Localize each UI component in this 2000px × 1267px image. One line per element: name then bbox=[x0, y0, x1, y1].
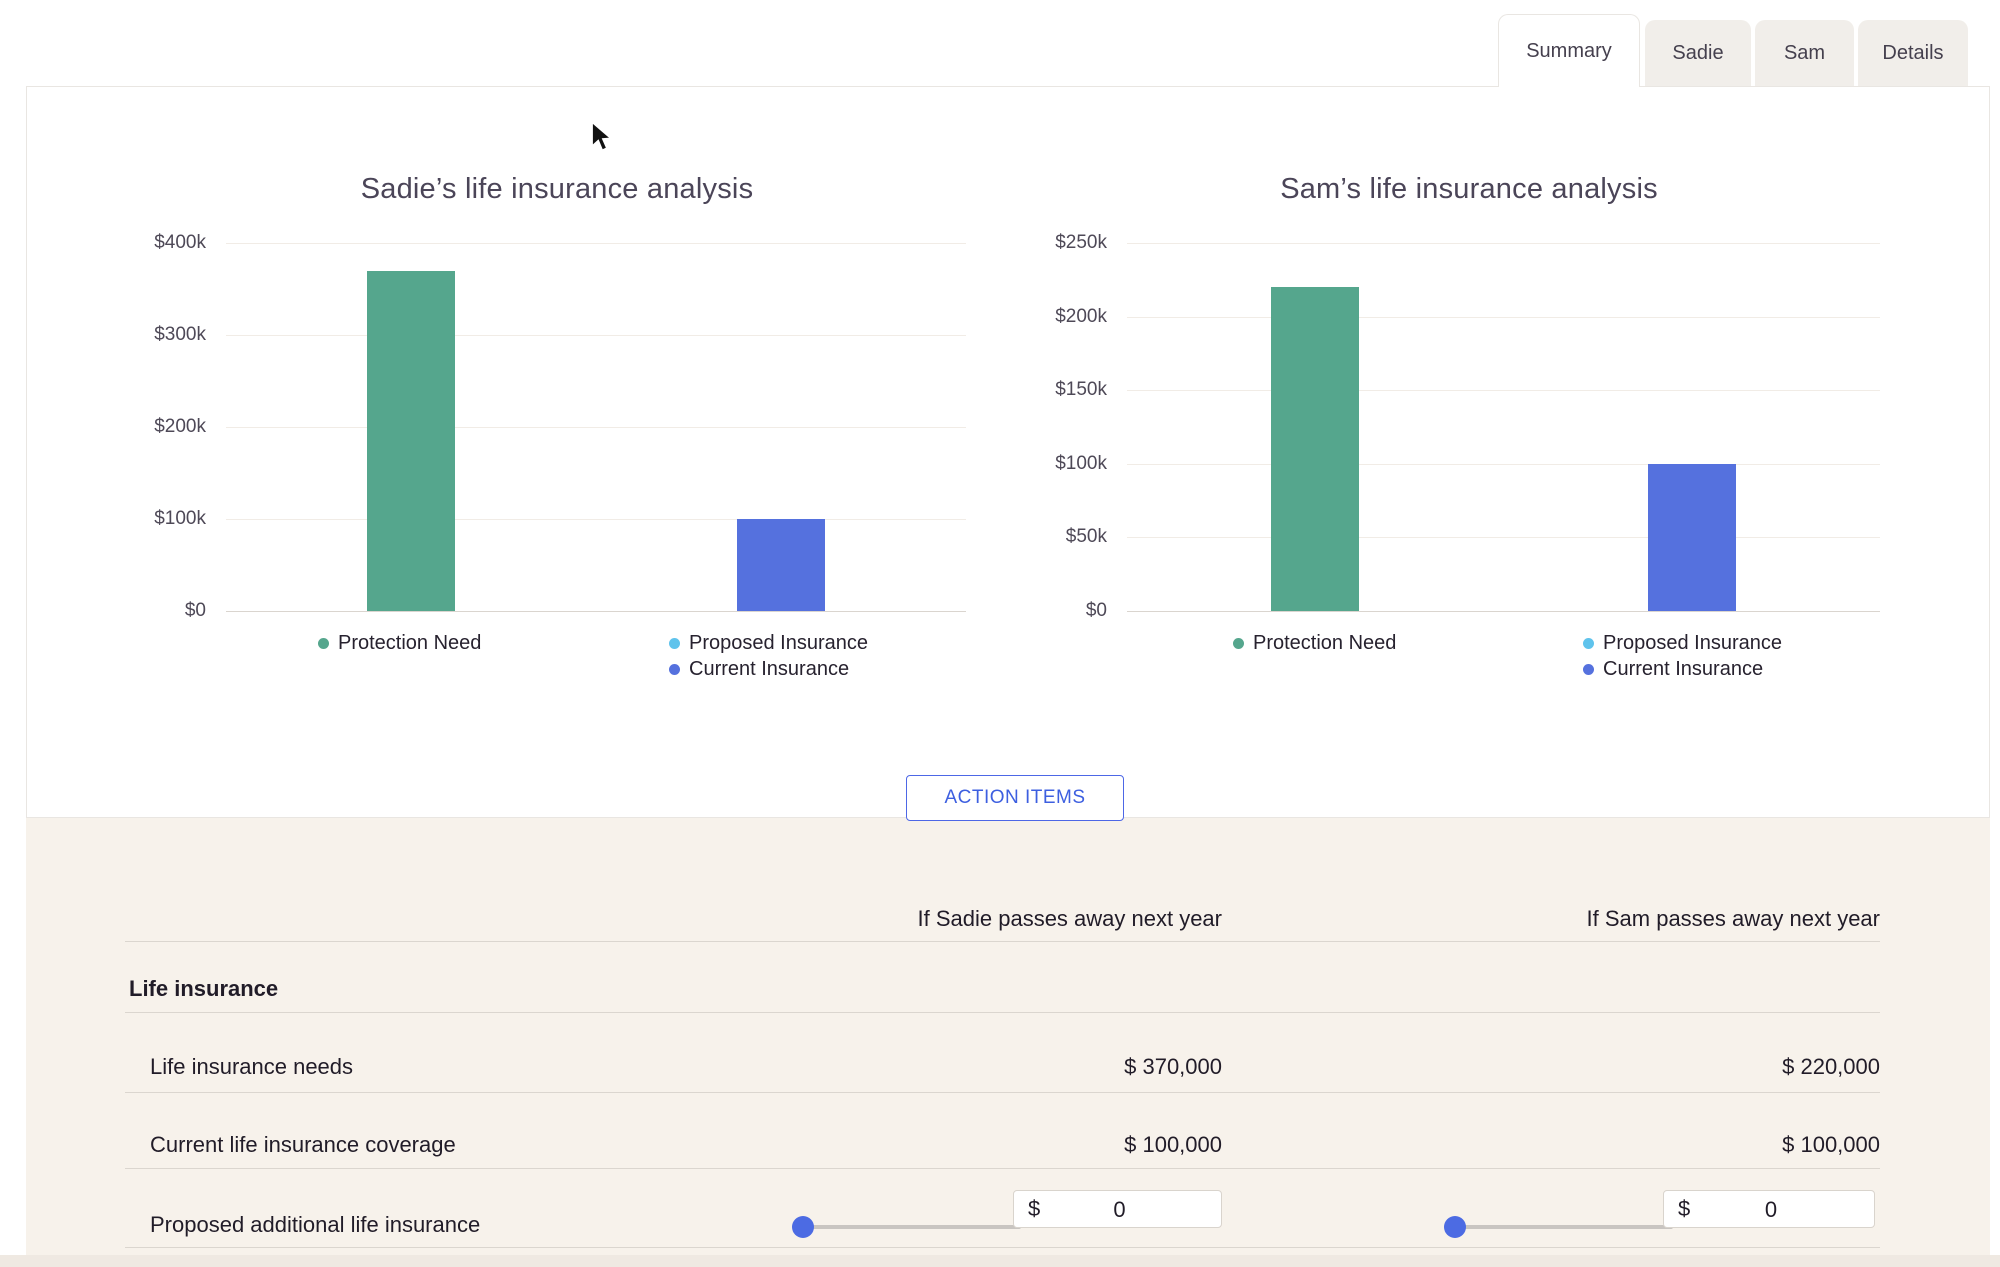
divider bbox=[125, 941, 1880, 942]
charts-card: ACTION ITEMS Sadie’s life insurance anal… bbox=[26, 86, 1990, 821]
legend-dot bbox=[669, 637, 680, 649]
divider bbox=[125, 1168, 1880, 1169]
gridline bbox=[1127, 537, 1880, 538]
gridline bbox=[226, 427, 966, 428]
sam-chart-bar-current-insurance[interactable] bbox=[1648, 464, 1736, 611]
row-label-current-coverage: Current life insurance coverage bbox=[150, 1132, 456, 1157]
tab-details-label: Details bbox=[1882, 41, 1944, 64]
row-label-proposed-additional: Proposed additional life insurance bbox=[150, 1212, 481, 1237]
y-tick-label: $150k bbox=[1055, 379, 1107, 400]
legend-label: Current Insurance bbox=[1603, 657, 1764, 680]
legend-item-current-insurance[interactable]: Current Insurance bbox=[1583, 657, 1763, 681]
summary-table-panel: If Sadie passes away next year If Sam pa… bbox=[26, 818, 1990, 1255]
legend-item-proposed-insurance[interactable]: Proposed Insurance bbox=[1583, 631, 1782, 655]
legend-item-protection-need[interactable]: Protection Need bbox=[318, 631, 481, 655]
slider-thumb[interactable] bbox=[1444, 1216, 1466, 1238]
sam-proposed-insurance-field: $ bbox=[1663, 1190, 1878, 1229]
gridline bbox=[1127, 317, 1880, 318]
tab-summary[interactable]: Summary bbox=[1498, 14, 1640, 87]
tab-summary-label: Summary bbox=[1526, 39, 1612, 62]
legend-label: Protection Need bbox=[338, 631, 482, 654]
sam-proposed-insurance-slider[interactable] bbox=[1444, 1216, 1673, 1238]
tab-sam-label: Sam bbox=[1783, 41, 1826, 64]
y-tick-label: $200k bbox=[1055, 306, 1107, 327]
legend-label: Proposed Insurance bbox=[689, 631, 869, 654]
column-header-sam: If Sam passes away next year bbox=[1586, 906, 1880, 931]
legend-dot bbox=[1583, 637, 1594, 649]
divider bbox=[125, 1092, 1880, 1093]
tab-details[interactable]: Details bbox=[1858, 20, 1968, 86]
next-section-edge bbox=[0, 1255, 2000, 1267]
slider-track[interactable] bbox=[792, 1225, 1021, 1229]
sadie-chart-title: Sadie’s life insurance analysis bbox=[360, 173, 754, 205]
cell-sam-needs: $ 220,000 bbox=[1782, 1054, 1880, 1079]
divider bbox=[125, 1012, 1880, 1013]
y-tick-label: $250k bbox=[1055, 232, 1107, 253]
row-label-life-insurance-needs: Life insurance needs bbox=[150, 1054, 354, 1079]
legend-item-current-insurance[interactable]: Current Insurance bbox=[669, 657, 849, 681]
legend-dot bbox=[1233, 637, 1244, 649]
sadie-chart-bar-current-insurance[interactable] bbox=[737, 519, 825, 611]
y-tick-label: $200k bbox=[154, 416, 206, 437]
slider-thumb[interactable] bbox=[792, 1216, 814, 1238]
legend-item-proposed-insurance[interactable]: Proposed Insurance bbox=[669, 631, 868, 655]
y-tick-label: $0 bbox=[1085, 600, 1107, 621]
column-header-sadie: If Sadie passes away next year bbox=[917, 906, 1223, 931]
sadie-proposed-insurance-slider[interactable] bbox=[792, 1216, 1021, 1238]
y-tick-label: $50k bbox=[1065, 526, 1107, 547]
legend-dot bbox=[318, 637, 329, 649]
section-header-life-insurance: Life insurance bbox=[129, 976, 279, 1001]
legend-item-protection-need[interactable]: Protection Need bbox=[1233, 631, 1396, 655]
slider-track[interactable] bbox=[1444, 1225, 1673, 1229]
legend-label: Current Insurance bbox=[689, 657, 850, 680]
action-items-button[interactable]: ACTION ITEMS bbox=[906, 775, 1124, 821]
y-tick-label: $300k bbox=[154, 324, 206, 345]
sam-proposed-insurance-input[interactable] bbox=[1664, 1191, 1878, 1229]
sadie-proposed-insurance-input[interactable] bbox=[1014, 1191, 1225, 1229]
legend-label: Proposed Insurance bbox=[1603, 631, 1783, 654]
y-tick-label: $100k bbox=[1055, 453, 1107, 474]
tab-sam[interactable]: Sam bbox=[1755, 20, 1854, 86]
y-tick-label: $100k bbox=[154, 508, 206, 529]
gridline bbox=[1127, 390, 1880, 391]
cell-sadie-coverage: $ 100,000 bbox=[1124, 1132, 1222, 1157]
y-tick-label: $400k bbox=[154, 232, 206, 253]
gridline bbox=[1127, 464, 1880, 465]
sadie-proposed-insurance-field: $ bbox=[1013, 1190, 1225, 1229]
cell-sadie-needs: $ 370,000 bbox=[1124, 1054, 1222, 1079]
gridline bbox=[226, 519, 966, 520]
gridline bbox=[226, 611, 966, 612]
tab-sadie-label: Sadie bbox=[1672, 41, 1724, 64]
gridline bbox=[1127, 243, 1880, 244]
gridline bbox=[226, 243, 966, 244]
sadie-chart-bar-protection-need[interactable] bbox=[367, 271, 455, 611]
legend-dot bbox=[1583, 663, 1594, 675]
legend-dot bbox=[669, 663, 680, 675]
sam-chart-title: Sam’s life insurance analysis bbox=[1280, 173, 1658, 205]
tab-sadie[interactable]: Sadie bbox=[1645, 20, 1751, 86]
sam-chart-bar-protection-need[interactable] bbox=[1271, 287, 1359, 611]
cell-sam-coverage: $ 100,000 bbox=[1782, 1132, 1880, 1157]
gridline bbox=[1127, 611, 1880, 612]
divider bbox=[125, 1247, 1880, 1248]
gridline bbox=[226, 335, 966, 336]
y-tick-label: $0 bbox=[184, 600, 206, 621]
legend-label: Protection Need bbox=[1253, 631, 1397, 654]
